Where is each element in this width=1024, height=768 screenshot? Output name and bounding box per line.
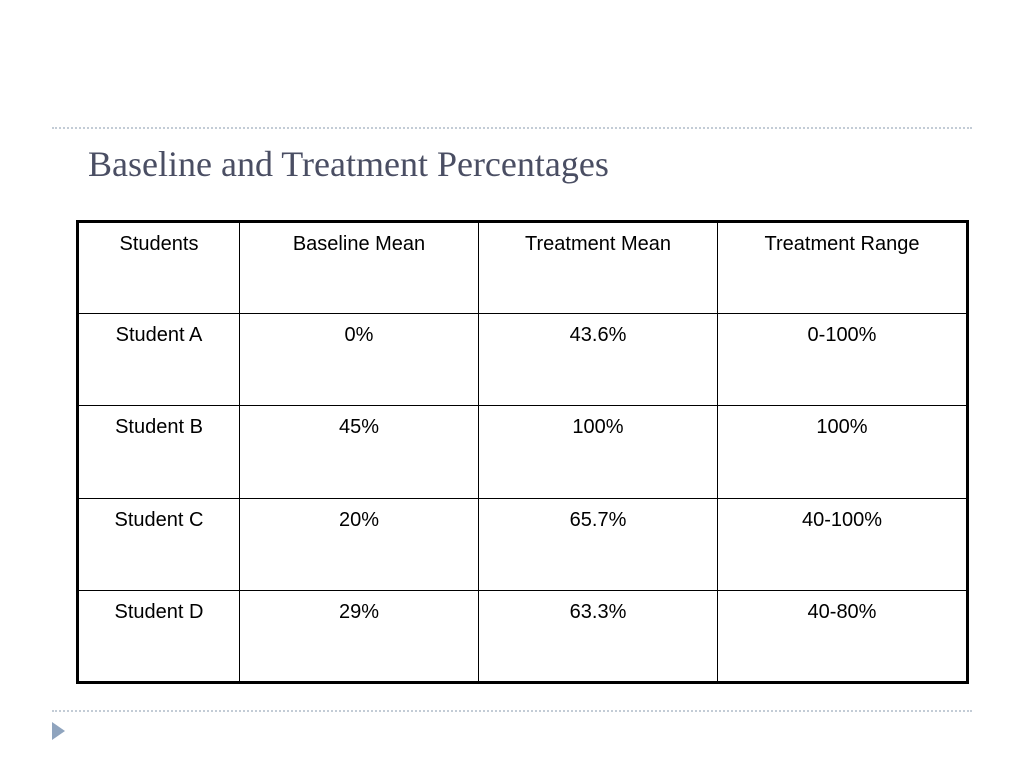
table-row: Student D 29% 63.3% 40-80% <box>77 589 968 684</box>
table-cell: Student B <box>77 405 240 499</box>
table-cell: 0% <box>239 313 479 407</box>
triangle-right-icon <box>52 722 65 740</box>
table-cell: 63.3% <box>478 589 718 684</box>
table-cell: 29% <box>239 589 479 684</box>
table-cell: 45% <box>239 405 479 499</box>
table-cell: 20% <box>239 497 479 591</box>
table-cell: 100% <box>478 405 718 499</box>
table-cell: Student C <box>77 497 240 591</box>
header-cell-students: Students <box>77 220 240 315</box>
table-cell: Student D <box>77 589 240 684</box>
table-cell: 40-80% <box>717 589 968 684</box>
table-row: Student A 0% 43.6% 0-100% <box>77 313 968 407</box>
header-cell-baseline-mean: Baseline Mean <box>239 220 479 315</box>
header-cell-treatment-mean: Treatment Mean <box>478 220 718 315</box>
table-cell: Student A <box>77 313 240 407</box>
top-divider <box>52 127 972 129</box>
table-cell: 43.6% <box>478 313 718 407</box>
table-cell: 65.7% <box>478 497 718 591</box>
table-row: Student C 20% 65.7% 40-100% <box>77 497 968 591</box>
table-cell: 100% <box>717 405 968 499</box>
bottom-divider <box>52 710 972 712</box>
table-cell: 40-100% <box>717 497 968 591</box>
header-cell-treatment-range: Treatment Range <box>717 220 968 315</box>
table-row: Student B 45% 100% 100% <box>77 405 968 499</box>
table-cell: 0-100% <box>717 313 968 407</box>
data-table: Students Baseline Mean Treatment Mean Tr… <box>76 220 969 684</box>
table-header-row: Students Baseline Mean Treatment Mean Tr… <box>77 220 968 315</box>
slide-title: Baseline and Treatment Percentages <box>88 144 609 184</box>
